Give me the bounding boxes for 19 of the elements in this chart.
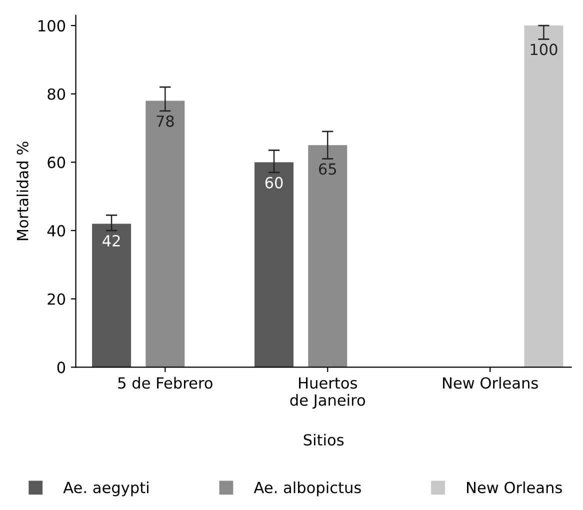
y-tick-label: 0 xyxy=(57,362,66,374)
data-label: 100 xyxy=(530,44,558,56)
x-tick-label: Huertos de Janeiro xyxy=(290,377,366,409)
y-tick-label: 80 xyxy=(48,88,66,100)
data-label: 42 xyxy=(102,234,120,246)
legend-label: New Orleans xyxy=(467,481,562,494)
data-label: 60 xyxy=(265,176,283,188)
legend-label: Ae. albopictus xyxy=(254,481,361,496)
y-tick-label: 20 xyxy=(48,293,66,305)
legend-label: Ae. aegypti xyxy=(63,481,148,496)
y-axis-title: Mortalidad % xyxy=(16,142,28,240)
y-tick-label: 40 xyxy=(47,225,66,237)
y-tick-label: 60 xyxy=(48,156,66,168)
y-tick-label: 100 xyxy=(38,20,66,32)
data-label: 78 xyxy=(156,115,174,127)
data-label: 65 xyxy=(318,163,336,175)
x-axis-title: Sitios xyxy=(304,434,344,446)
x-tick-label: 5 de Febrero xyxy=(118,376,212,389)
x-tick-label: New Orleans xyxy=(443,376,538,389)
